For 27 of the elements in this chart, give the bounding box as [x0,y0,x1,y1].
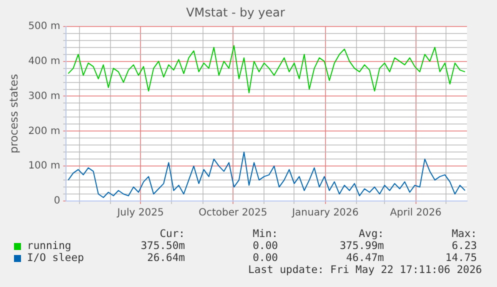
y-tick-label: 300 m [28,90,60,102]
chart-title: VMstat - by year [186,5,285,20]
text: Max: [452,228,477,240]
text: 46.47m [346,252,384,264]
y-axis-title: process states [7,74,20,154]
text: Cur: [160,228,185,240]
text: 0.00 [252,252,278,264]
text: 26.64m [147,252,185,264]
text: 6.23 [452,240,477,252]
text: Min: [252,228,278,240]
y-tick-label: 400 m [28,56,60,67]
x-tick-label: January 2026 [291,208,359,219]
text: Avg: [358,228,384,240]
y-tick-label: 100 m [28,160,60,172]
text: 0.00 [252,240,278,252]
y-tick-label: 500 m [28,20,60,32]
y-tick-label: 200 m [28,126,60,137]
text: 14.75 [445,252,477,264]
x-tick-label: April 2026 [390,208,442,219]
legend-label: I/O sleep [27,252,84,264]
text: 375.99m [340,240,384,252]
x-tick-label: October 2025 [198,208,268,219]
text: Last update: Fri May 22 17:11:06 2026 [248,264,482,276]
y-tick-label: 0 [54,196,60,207]
text: 375.50m [140,240,185,252]
legend-label: running [27,240,72,252]
x-tick-label: July 2025 [116,208,164,219]
